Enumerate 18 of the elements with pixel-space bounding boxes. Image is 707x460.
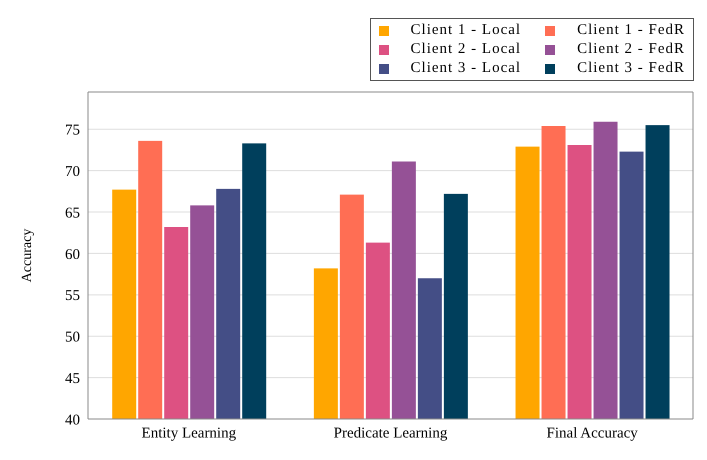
legend-label: Client 3 - FedR (577, 60, 685, 77)
legend-label: Client 3 - Local (410, 60, 522, 77)
y-tick-label: 55 (65, 288, 80, 304)
x-tick-label: Predicate Learning (334, 426, 448, 442)
y-tick-label: 40 (65, 412, 80, 428)
x-tick-label: Final Accuracy (546, 426, 638, 442)
y-tick-label: 70 (65, 164, 80, 180)
y-tick-label: 60 (65, 246, 80, 263)
x-tick-label: Entity Learning (142, 426, 237, 442)
y-tick-label: 75 (65, 122, 80, 139)
legend-label: Client 1 - FedR (577, 22, 685, 39)
y-axis-title: Accuracy (20, 228, 35, 282)
legend-label: Client 2 - FedR (577, 41, 685, 58)
legend-label: Client 1 - Local (410, 22, 522, 39)
y-tick-label: 50 (65, 330, 80, 346)
y-tick-label: 65 (65, 205, 80, 222)
y-tick-label: 45 (65, 370, 80, 387)
legend-label: Client 2 - Local (410, 41, 522, 58)
